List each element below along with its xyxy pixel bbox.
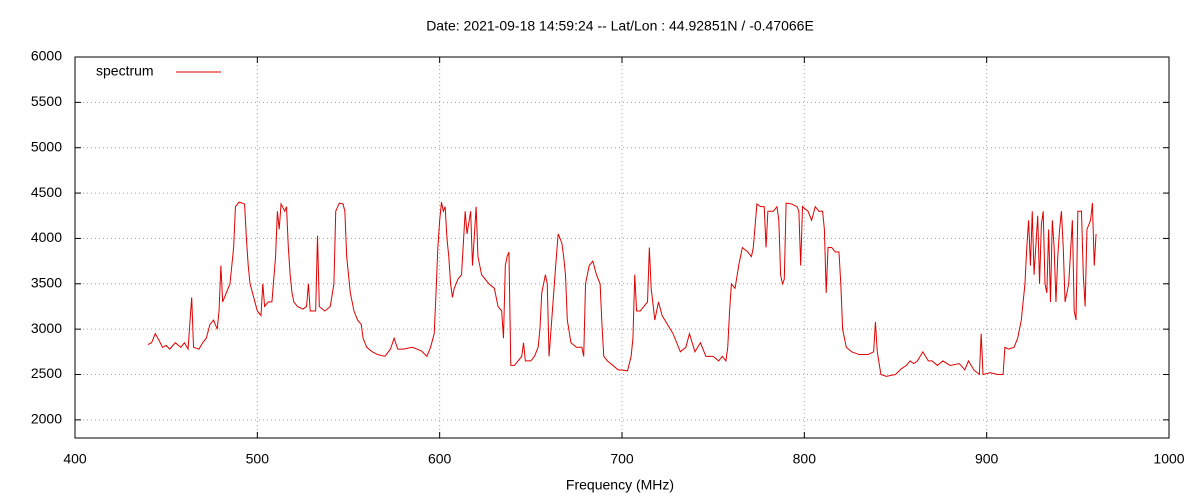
y-tick-label: 5500 — [31, 93, 62, 109]
chart-title: Date: 2021-09-18 14:59:24 -- Lat/Lon : 4… — [426, 18, 814, 34]
x-tick-label: 800 — [793, 451, 817, 467]
y-tick-label: 2000 — [31, 411, 62, 427]
x-tick-label: 900 — [975, 451, 999, 467]
y-tick-label: 6000 — [31, 48, 62, 64]
x-axis-label: Frequency (MHz) — [566, 477, 674, 493]
plot-frame — [74, 56, 1170, 439]
x-tick-label: 1000 — [1153, 451, 1184, 467]
y-tick-label: 3000 — [31, 320, 62, 336]
x-tick-label: 500 — [246, 451, 270, 467]
y-tick-label: 4500 — [31, 184, 62, 200]
legend-label: spectrum — [96, 63, 154, 79]
y-tick-label: 5000 — [31, 138, 62, 154]
x-tick-label: 700 — [610, 451, 634, 467]
y-tick-label: 4000 — [31, 229, 62, 245]
x-tick-label: 600 — [428, 451, 452, 467]
y-tick-label: 3500 — [31, 274, 62, 290]
y-tick-label: 2500 — [31, 365, 62, 381]
x-tick-label: 400 — [63, 451, 87, 467]
series-line — [147, 201, 1097, 377]
